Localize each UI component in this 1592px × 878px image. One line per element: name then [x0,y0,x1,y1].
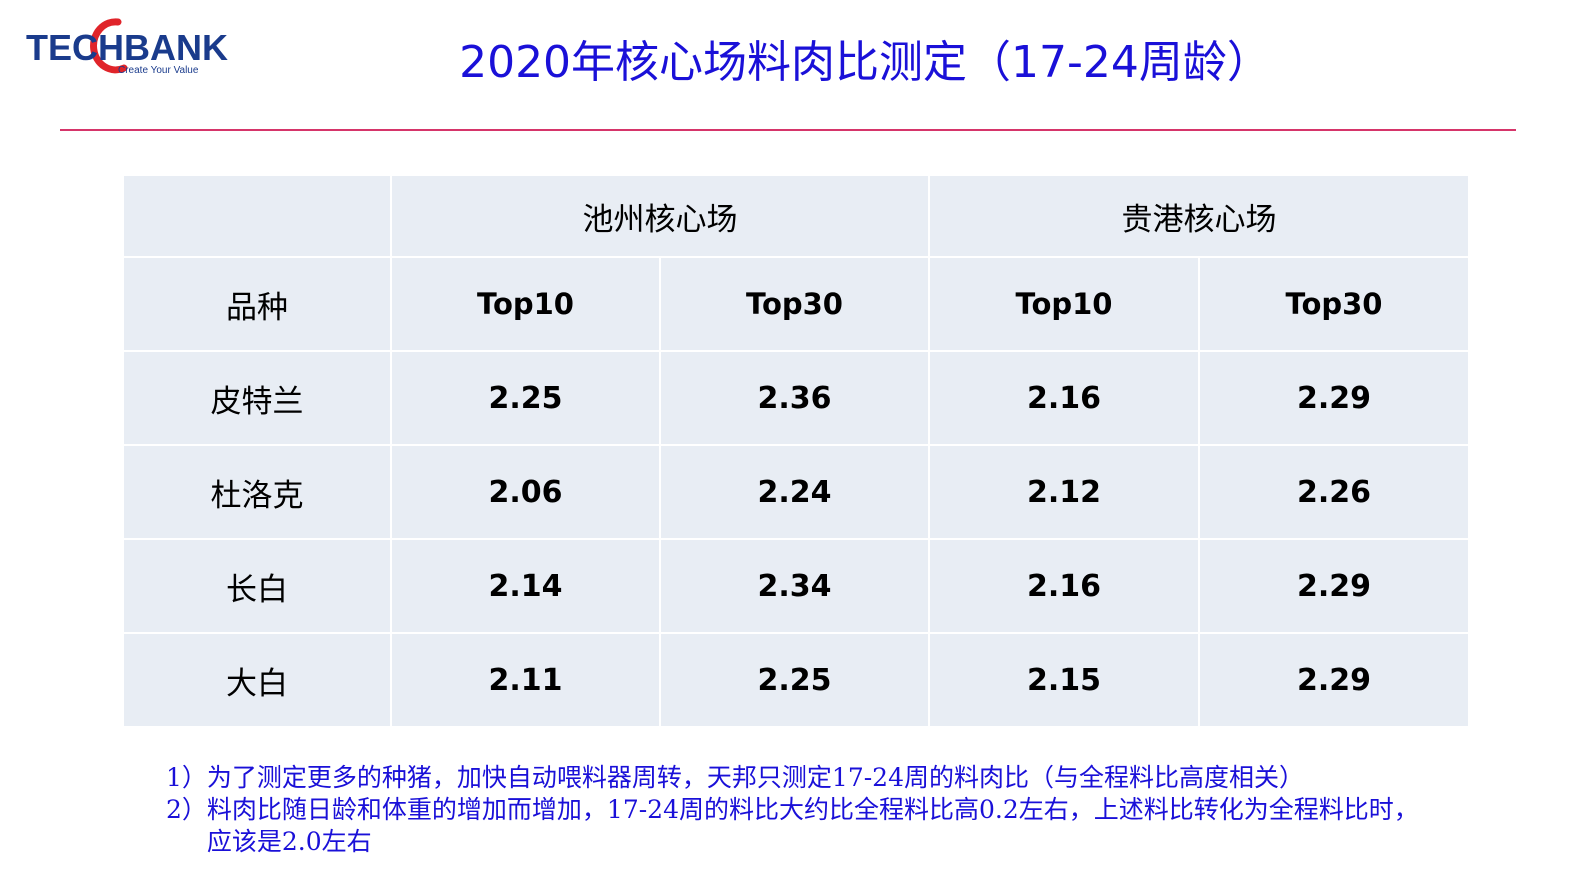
site-header-row: 池州核心场 贵港核心场 [122,174,1470,258]
table-row: 大白 2.11 2.25 2.15 2.29 [122,632,1470,728]
table-row: 皮特兰 2.25 2.36 2.16 2.29 [122,350,1470,446]
note-text: 为了测定更多的种猪，加快自动喂料器周转，天邦只测定17-24周的料肉比（与全程料… [206,763,1304,792]
title-divider [60,129,1516,131]
corner-cell [122,174,392,258]
value-cell: 2.11 [390,632,661,728]
breed-header: 品种 [122,256,392,352]
value-cell: 2.29 [1198,632,1470,728]
note-text: 料肉比随日龄和体重的增加而增加，17-24周的料比大约比全程料比高0.2左右，上… [206,795,1419,856]
col-chizhou-top10: Top10 [390,256,661,352]
site-guigang: 贵港核心场 [928,174,1470,258]
note-item: 1） 为了测定更多的种猪，加快自动喂料器周转，天邦只测定17-24周的料肉比（与… [166,762,1426,794]
page-title: 2020年核心场料肉比测定（17-24周龄） [459,37,1271,88]
col-guigang-top10: Top10 [928,256,1200,352]
logo-tagline: Create Your Value [118,65,199,76]
feed-conversion-table: 池州核心场 贵港核心场 品种 Top10 Top30 Top10 Top30 皮… [122,174,1470,728]
value-cell: 2.12 [928,444,1200,540]
value-cell: 2.29 [1198,350,1470,446]
value-cell: 2.36 [659,350,930,446]
value-cell: 2.29 [1198,538,1470,634]
value-cell: 2.06 [390,444,661,540]
value-cell: 2.15 [928,632,1200,728]
value-cell: 2.34 [659,538,930,634]
value-cell: 2.25 [659,632,930,728]
value-cell: 2.25 [390,350,661,446]
breed-cell: 皮特兰 [122,350,392,446]
value-cell: 2.26 [1198,444,1470,540]
techbank-logo: TECHBANK Create Your Value [26,18,236,82]
table-row: 长白 2.14 2.34 2.16 2.29 [122,538,1470,634]
site-chizhou: 池州核心场 [390,174,930,258]
breed-cell: 杜洛克 [122,444,392,540]
col-chizhou-top30: Top30 [659,256,930,352]
value-cell: 2.16 [928,350,1200,446]
value-cell: 2.24 [659,444,930,540]
breed-cell: 大白 [122,632,392,728]
note-item: 2） 料肉比随日龄和体重的增加而增加，17-24周的料比大约比全程料比高0.2左… [166,794,1426,858]
value-cell: 2.16 [928,538,1200,634]
note-label: 1） [166,763,207,792]
breed-cell: 长白 [122,538,392,634]
col-guigang-top30: Top30 [1198,256,1470,352]
column-header-row: 品种 Top10 Top30 Top10 Top30 [122,256,1470,352]
logo-brand: TECHBANK [26,27,228,68]
note-label: 2） [166,795,207,824]
notes: 1） 为了测定更多的种猪，加快自动喂料器周转，天邦只测定17-24周的料肉比（与… [166,762,1426,858]
table-row: 杜洛克 2.06 2.24 2.12 2.26 [122,444,1470,540]
value-cell: 2.14 [390,538,661,634]
